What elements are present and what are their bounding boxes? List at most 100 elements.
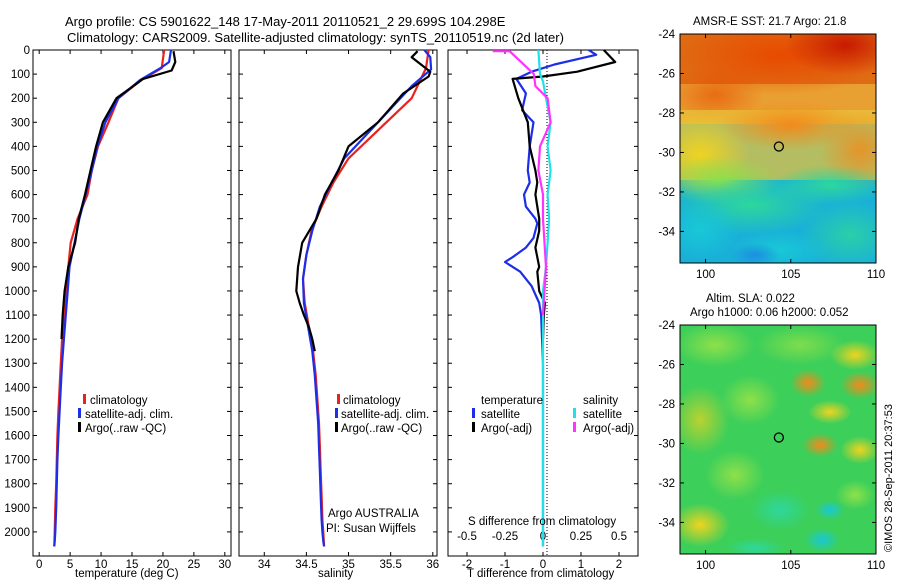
header-line-1: Argo profile: CS 5901622_148 17-May-2011…: [65, 14, 506, 29]
legend-group-salinity: salinity: [583, 395, 618, 407]
lat-tick-label: -32: [658, 187, 675, 199]
depth-tick-label: 1400: [4, 382, 30, 394]
depth-tick-label: 400: [11, 141, 30, 153]
salinity-depth-ticks: [239, 49, 437, 533]
depth-axis: 0 100 200 300 400 500 600 700 800 900 1000 1100 1200…: [4, 45, 231, 539]
sla-map-title: Altim. SLA: 0.022: [706, 293, 795, 305]
depth-tick-label: 1300: [4, 358, 30, 370]
lat-tick-label: -28: [658, 399, 675, 411]
salinity-legend: climatology satellite-adj. clim. Argo(..…: [335, 394, 429, 435]
depth-tick-label: 0: [24, 45, 30, 57]
salinity-profiles: [295, 49, 433, 547]
legend-label-s-argo: Argo(-adj): [583, 423, 634, 435]
salinity-xlabel: salinity: [318, 568, 353, 580]
depth-tick-label: 600: [11, 190, 30, 202]
legend-swatch-s-argo: [573, 422, 576, 432]
lat-tick-label: -26: [658, 68, 675, 80]
legend-label-climatology: climatology: [343, 395, 401, 407]
header-line-2: Climatology: CARS2009. Satellite-adjuste…: [67, 30, 564, 45]
pi-label: PI: Susan Wijffels: [326, 523, 416, 535]
salinity-difference-label: S difference from climatology: [468, 516, 616, 528]
temperature-xlabel: temperature (deg C): [75, 568, 179, 580]
series-line-argo-temperature: [295, 50, 432, 352]
sla-map-axes: -24 -26 -28 -30 -32 -34 100 105 110: [658, 320, 885, 572]
salinity-difference-tick-label: 0.25: [570, 531, 592, 543]
legend-label-climatology: climatology: [90, 395, 148, 407]
depth-tick-label: 1000: [4, 286, 30, 298]
legend-swatch-climatology: [337, 394, 340, 404]
depth-tick-label: 700: [11, 214, 30, 226]
series-line-satellite-temperature: [53, 49, 173, 547]
series-line-satellite-temperature: [503, 49, 598, 547]
x-tick-label: -2: [462, 559, 472, 571]
difference-profiles: [492, 49, 617, 547]
x-tick-label: 30: [218, 559, 231, 571]
lat-tick-label: -24: [658, 29, 675, 41]
x-tick-label: 34.5: [295, 559, 317, 571]
temperature-profiles: [53, 49, 177, 547]
legend-label-s-satellite: satellite: [583, 409, 622, 421]
legend-swatch-satellite-adj: [78, 408, 81, 418]
series-line-argo-salinity: [492, 50, 552, 316]
x-tick-label: 5: [67, 559, 73, 571]
legend-label-argo: Argo(..raw -QC): [85, 423, 166, 435]
difference-xlabel: T difference from climatology: [467, 568, 614, 580]
depth-tick-label: 100: [11, 69, 30, 81]
sla-map-subtitle: Argo h1000: 0.06 h2000: 0.052: [690, 307, 849, 319]
argo-program-label: Argo AUSTRALIA: [328, 508, 419, 520]
lat-tick-label: -24: [658, 320, 675, 332]
depth-tick-label: 1800: [4, 479, 30, 491]
lon-tick-label: 110: [867, 269, 885, 281]
series-line-argo-temperature: [511, 49, 617, 340]
legend-swatch-argo: [78, 422, 81, 432]
lon-tick-label: 100: [696, 560, 715, 572]
imos-credit: ©IMOS 28-Sep-2011 20:37:53: [883, 404, 895, 552]
depth-tick-label: 1200: [4, 334, 30, 346]
lat-tick-label: -34: [658, 226, 675, 238]
sst-map-frame: [679, 33, 877, 264]
legend-label-argo: Argo(..raw -QC): [341, 423, 422, 435]
legend-swatch-t-argo: [472, 422, 475, 432]
legend-group-temperature: temperature: [481, 395, 543, 407]
lat-tick-label: -34: [658, 517, 675, 529]
x-tick-label: 20: [157, 559, 170, 571]
depth-tick-label: 900: [11, 262, 30, 274]
series-line-argo-temperature: [60, 51, 177, 340]
depth-tick-label: 1900: [4, 503, 30, 515]
x-tick-label: 15: [126, 559, 139, 571]
depth-tick-label: 800: [11, 238, 30, 250]
x-tick-label: 10: [95, 559, 108, 571]
depth-tick-label: 1600: [4, 431, 30, 443]
lat-tick-label: -30: [658, 438, 675, 450]
temperature-x-axis: 0 5 10 15 20 25 30: [36, 50, 231, 571]
sla-map: Altim. SLA: 0.022 Argo h1000: 0.06 h2000…: [658, 293, 885, 572]
depth-tick-label: 300: [11, 117, 30, 129]
series-line-satellite-salinity: [537, 49, 552, 547]
x-tick-label: 34: [258, 559, 271, 571]
depth-tick-label: 2000: [4, 527, 30, 539]
legend-swatch-climatology: [83, 394, 86, 404]
x-tick-label: 35.5: [379, 559, 401, 571]
legend-swatch-s-satellite: [573, 408, 576, 418]
difference-panel: -2 -1 0 1 2 -0.5 -0.25 0 0.25 0.5 temperature sa…: [447, 49, 639, 580]
lon-tick-label: 100: [696, 269, 715, 281]
salinity-plot-frame: [238, 49, 438, 557]
x-tick-label: 0: [36, 559, 42, 571]
depth-tick-label: 1700: [4, 455, 30, 467]
sst-map: AMSR-E SST: 21.7 Argo: 21.8 -24 -26 -28 -30…: [658, 16, 885, 281]
depth-tick-label: 500: [11, 165, 30, 177]
temperature-panel: 0100200300400500600700800900100011001200…: [4, 45, 232, 580]
float-position-marker: [773, 432, 785, 443]
x-tick-label: 1: [578, 559, 584, 571]
x-tick-label: -1: [500, 559, 510, 571]
lon-tick-label: 105: [781, 269, 800, 281]
x-tick-label: 25: [187, 559, 200, 571]
depth-tick-label: 200: [11, 93, 30, 105]
legend-label-t-satellite: satellite: [481, 409, 520, 421]
salinity-difference-tick-label: -0.5: [457, 531, 477, 543]
legend-label-satellite-adj: satellite-adj. clim.: [85, 409, 173, 421]
salinity-difference-tick-label: -0.25: [492, 531, 518, 543]
salinity-panel: 34 34.5 35 35.5 36 climatology satellite-adj…: [238, 49, 439, 580]
difference-legend: temperature salinity satellite Argo(-adj…: [472, 395, 634, 435]
